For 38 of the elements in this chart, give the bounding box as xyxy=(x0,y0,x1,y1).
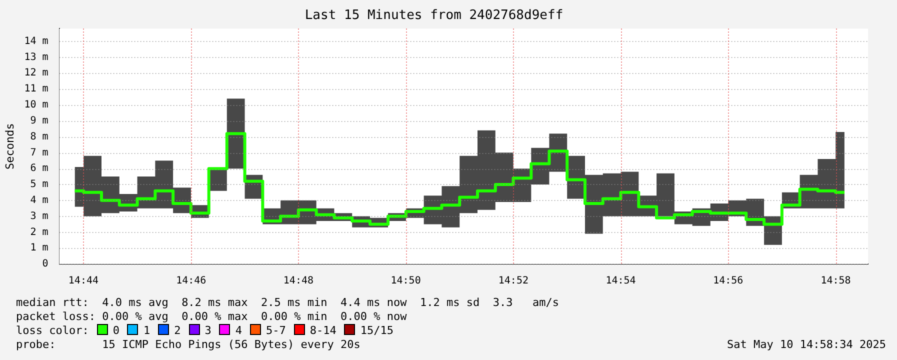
y-tick-label: 3 m xyxy=(30,210,48,222)
x-tick-label: 14:48 xyxy=(283,276,314,287)
y-tick-label: 10 m xyxy=(24,100,48,111)
legend-label: 8-14 xyxy=(310,324,336,337)
x-tick-label: 14:52 xyxy=(498,276,528,287)
legend-label: 2 xyxy=(174,324,181,337)
y-axis-title: Seconds xyxy=(3,123,16,170)
legend-label: 5-7 xyxy=(266,324,286,337)
y-tick-label: 12 m xyxy=(24,68,48,79)
x-tick-label: 14:54 xyxy=(606,276,636,287)
y-tick-label: 9 m xyxy=(30,115,48,126)
y-tick-label: 2 m xyxy=(30,226,48,238)
x-tick-label: 14:46 xyxy=(176,276,206,287)
legend-label: 3 xyxy=(204,324,212,337)
text: Sat May 10 14:58:34 2025 xyxy=(727,338,886,352)
text: median rtt: 4.0 ms avg 8.2 ms max 2.5 ms min 4.4 ms now 1.2 ms sd 3.3 am/s xyxy=(16,296,560,310)
text: packet loss: 0.00 % avg 0.00 % max 0.00 % min 0.00 % now xyxy=(16,310,408,324)
y-tick-label: 14 m xyxy=(24,36,48,47)
x-tick-label: 14:58 xyxy=(820,276,851,287)
y-tick-label: 13 m xyxy=(24,52,48,63)
legend-label: 15/15 xyxy=(360,324,394,337)
y-tick-label: 8 m xyxy=(30,131,48,142)
y-tick-label: 7 m xyxy=(30,147,48,158)
x-tick-label: 14:56 xyxy=(713,276,744,287)
legend-label: 1 xyxy=(143,324,150,337)
y-tick-label: 0 xyxy=(42,258,48,270)
text: probe: 15 ICMP Echo Pings (56 Bytes) every 20s xyxy=(16,338,360,351)
y-tick-label: 11 m xyxy=(24,84,48,95)
y-tick-label: 6 m xyxy=(30,163,48,174)
legend-label: 0 xyxy=(112,324,120,337)
y-tick-label: 4 m xyxy=(30,194,48,206)
x-tick-label: 14:50 xyxy=(390,276,421,287)
y-tick-label: 1 m xyxy=(30,242,48,254)
legend-label: 4 xyxy=(235,324,242,337)
legend-title: loss color: xyxy=(16,324,89,337)
chart-title: Last 15 Minutes from 2402768d9eff xyxy=(304,8,564,24)
x-tick-label: 14:44 xyxy=(68,276,99,287)
y-tick-label: 5 m xyxy=(30,179,48,190)
